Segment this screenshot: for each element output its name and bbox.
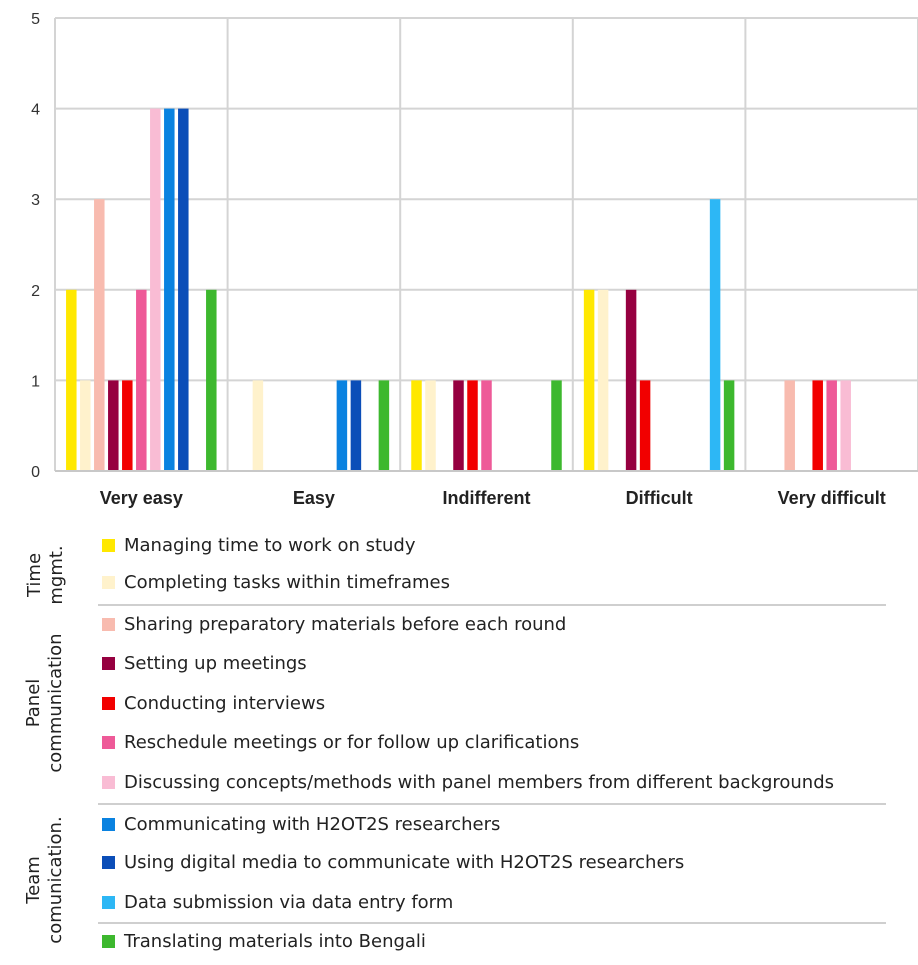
group-label-line: Team xyxy=(23,856,44,904)
bar xyxy=(723,380,735,471)
bar xyxy=(164,108,175,471)
group-label-line: communication xyxy=(45,633,66,773)
bar xyxy=(411,380,422,471)
legend-swatch xyxy=(102,696,115,710)
chart-legend: Managing time to work on study Completin… xyxy=(0,528,918,956)
legend-label: Data submission via data entry form xyxy=(124,891,454,913)
legend-item: Data submission via data entry form xyxy=(102,889,453,915)
legend-swatch xyxy=(102,855,115,869)
legend-item: Sharing preparatory materials before eac… xyxy=(102,611,566,637)
group-label-line: comunication. xyxy=(45,816,66,944)
legend-label: Reschedule meetings or for follow up cla… xyxy=(124,731,580,753)
bar xyxy=(453,380,464,471)
legend-group-label-time: Time mgmt. xyxy=(24,515,68,635)
x-tick-label: Very difficult xyxy=(778,488,886,508)
legend-label: Conducting interviews xyxy=(124,692,326,714)
bar xyxy=(150,108,161,471)
bar xyxy=(597,289,609,471)
bar xyxy=(826,380,837,471)
bar xyxy=(378,380,390,471)
group-label-line: mgmt. xyxy=(46,545,67,605)
legend-swatch xyxy=(102,575,115,589)
bar xyxy=(252,380,264,471)
legend-item: Translating materials into Bengali xyxy=(102,928,426,954)
legend-item: Setting up meetings xyxy=(102,650,307,676)
bar xyxy=(350,380,362,471)
y-tick-label: 0 xyxy=(31,464,40,481)
legend-group-label-panel: Panel communication xyxy=(23,618,67,788)
bar xyxy=(122,380,133,471)
legend-swatch xyxy=(102,735,115,749)
legend-item: Completing tasks within timeframes xyxy=(102,569,450,595)
legend-item: Conducting interviews xyxy=(102,690,325,716)
bar xyxy=(840,380,851,471)
legend-separator xyxy=(98,803,886,805)
legend-swatch xyxy=(102,656,115,670)
legend-label: Completing tasks within timeframes xyxy=(124,571,450,593)
legend-item: Managing time to work on study xyxy=(102,532,416,558)
legend-group-label-team: Team comunication. xyxy=(23,795,67,965)
bar xyxy=(206,289,217,471)
legend-label: Communicating with H2OT2S researchers xyxy=(124,813,501,835)
bar xyxy=(625,289,637,471)
bar xyxy=(80,380,91,471)
legend-item: Communicating with H2OT2S researchers xyxy=(102,811,500,837)
legend-swatch xyxy=(102,775,115,789)
bar-chart: 0 1 2 3 4 5 Very easy Easy Indifferent Difficult V… xyxy=(31,11,918,508)
bar xyxy=(94,199,105,471)
bar xyxy=(551,380,562,471)
legend-label: Discussing concepts/methods with panel m… xyxy=(124,771,835,793)
y-tick-label: 2 xyxy=(31,283,40,300)
bar xyxy=(66,289,77,471)
legend-swatch xyxy=(102,817,115,831)
legend-swatch xyxy=(102,617,115,631)
y-tick-label: 3 xyxy=(31,192,40,209)
group-label-line: Time xyxy=(24,552,45,598)
legend-item: Using digital media to communicate with … xyxy=(102,849,684,875)
bar xyxy=(784,380,795,471)
bar xyxy=(108,380,119,471)
legend-swatch xyxy=(102,895,115,909)
legend-label: Translating materials into Bengali xyxy=(124,930,426,952)
bar xyxy=(481,380,492,471)
y-tick-label: 5 xyxy=(31,11,40,28)
x-tick-label: Indifferent xyxy=(443,488,531,508)
legend-label: Sharing preparatory materials before eac… xyxy=(124,613,567,635)
legend-item: Reschedule meetings or for follow up cla… xyxy=(102,729,579,755)
legend-swatch xyxy=(102,538,115,552)
bar xyxy=(136,289,147,471)
x-tick-label: Very easy xyxy=(100,488,183,508)
legend-item: Discussing concepts/methods with panel m… xyxy=(102,769,834,795)
bar xyxy=(336,380,348,471)
bar xyxy=(812,380,823,471)
legend-label: Using digital media to communicate with … xyxy=(124,851,685,873)
legend-label: Managing time to work on study xyxy=(124,534,416,556)
legend-separator xyxy=(98,922,886,924)
legend-label: Setting up meetings xyxy=(124,652,307,674)
bar xyxy=(178,108,189,471)
bar xyxy=(639,380,651,471)
y-tick-label: 1 xyxy=(31,373,40,390)
group-label-line: Panel xyxy=(23,678,44,728)
bar xyxy=(709,199,721,471)
bar xyxy=(425,380,436,471)
bar xyxy=(583,289,595,471)
y-tick-label: 4 xyxy=(31,102,40,119)
legend-separator xyxy=(98,604,886,606)
legend-swatch xyxy=(102,934,115,948)
x-tick-label: Easy xyxy=(293,488,335,508)
x-tick-label: Difficult xyxy=(626,488,693,508)
bar xyxy=(467,380,478,471)
